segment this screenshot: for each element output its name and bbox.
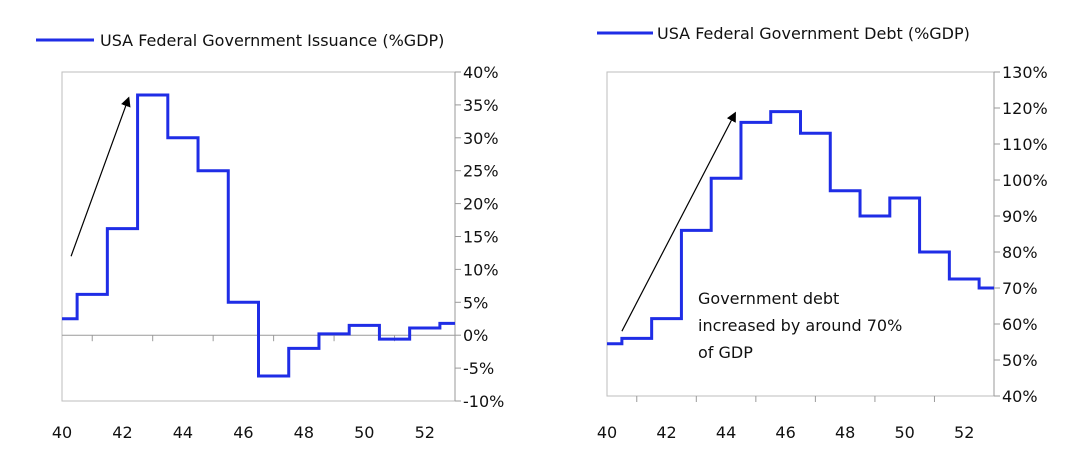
debt-y-tick-label: 90% bbox=[1002, 207, 1038, 226]
debt-y-tick-label: 130% bbox=[1002, 63, 1048, 82]
issuance-chart: USA Federal Government Issuance (%GDP) -… bbox=[36, 31, 504, 442]
debt-legend-label: USA Federal Government Debt (%GDP) bbox=[657, 24, 970, 43]
debt-y-axis: 40% 50% 60% 70% 80% 90% 100% 110% 120% 130% bbox=[993, 63, 1048, 406]
issuance-y-tick-label: -5% bbox=[463, 359, 494, 378]
issuance-y-tick-label: 20% bbox=[463, 195, 499, 214]
debt-annotation-line-3: of GDP bbox=[698, 343, 753, 362]
issuance-y-tick-label: 25% bbox=[463, 162, 499, 181]
issuance-x-ticks bbox=[91, 335, 396, 342]
debt-annotation-line-2: increased by around 70% bbox=[698, 316, 902, 335]
debt-chart: USA Federal Government Debt (%GDP) 40% 50… bbox=[597, 24, 1048, 442]
issuance-y-tick-label: 15% bbox=[463, 228, 499, 247]
debt-x-tick-label: 44 bbox=[716, 423, 736, 442]
issuance-arrow bbox=[70, 96, 131, 257]
debt-annotation-line-1: Government debt bbox=[698, 289, 839, 308]
debt-annotation: Government debt increased by around 70% … bbox=[698, 289, 907, 362]
issuance-legend-label: USA Federal Government Issuance (%GDP) bbox=[100, 31, 444, 50]
issuance-y-tick-label: 5% bbox=[463, 293, 488, 312]
debt-x-axis: 40 42 44 46 48 50 52 bbox=[597, 423, 975, 442]
debt-x-tick-label: 42 bbox=[656, 423, 676, 442]
debt-x-tick-label: 46 bbox=[775, 423, 795, 442]
issuance-y-tick-label: 0% bbox=[463, 326, 488, 345]
issuance-x-tick-label: 50 bbox=[354, 423, 374, 442]
debt-x-tick-label: 48 bbox=[835, 423, 855, 442]
debt-series-line bbox=[607, 110, 994, 346]
debt-x-tick-label: 52 bbox=[954, 423, 974, 442]
issuance-series-line bbox=[62, 93, 455, 378]
debt-x-ticks bbox=[636, 396, 935, 402]
issuance-x-axis: 40 42 44 46 48 50 52 bbox=[52, 423, 435, 442]
issuance-x-tick-label: 42 bbox=[112, 423, 132, 442]
issuance-y-tick-label: 30% bbox=[463, 129, 499, 148]
debt-legend: USA Federal Government Debt (%GDP) bbox=[597, 24, 970, 43]
issuance-y-tick-label: 35% bbox=[463, 96, 499, 115]
debt-y-tick-label: 70% bbox=[1002, 279, 1038, 298]
issuance-x-tick-label: 40 bbox=[52, 423, 72, 442]
issuance-y-tick-label: 10% bbox=[463, 260, 499, 279]
debt-y-tick-label: 80% bbox=[1002, 243, 1038, 262]
issuance-x-tick-label: 46 bbox=[233, 423, 253, 442]
issuance-x-tick-label: 52 bbox=[415, 423, 435, 442]
debt-y-tick-label: 50% bbox=[1002, 351, 1038, 370]
debt-y-tick-label: 110% bbox=[1002, 135, 1048, 154]
debt-y-tick-label: 100% bbox=[1002, 171, 1048, 190]
issuance-y-tick-label: -10% bbox=[463, 392, 504, 411]
debt-y-tick-label: 40% bbox=[1002, 387, 1038, 406]
debt-y-tick-label: 120% bbox=[1002, 99, 1048, 118]
issuance-legend: USA Federal Government Issuance (%GDP) bbox=[36, 31, 444, 50]
issuance-y-axis: -10% -5% 0% 5% 10% 15% 20% 25% 30% 35% 40% bbox=[454, 63, 504, 411]
debt-x-tick-label: 40 bbox=[597, 423, 617, 442]
issuance-x-tick-label: 48 bbox=[294, 423, 314, 442]
issuance-x-tick-label: 44 bbox=[173, 423, 193, 442]
debt-y-tick-label: 60% bbox=[1002, 315, 1038, 334]
debt-x-tick-label: 50 bbox=[895, 423, 915, 442]
issuance-y-tick-label: 40% bbox=[463, 63, 499, 82]
debt-arrow bbox=[621, 111, 736, 332]
